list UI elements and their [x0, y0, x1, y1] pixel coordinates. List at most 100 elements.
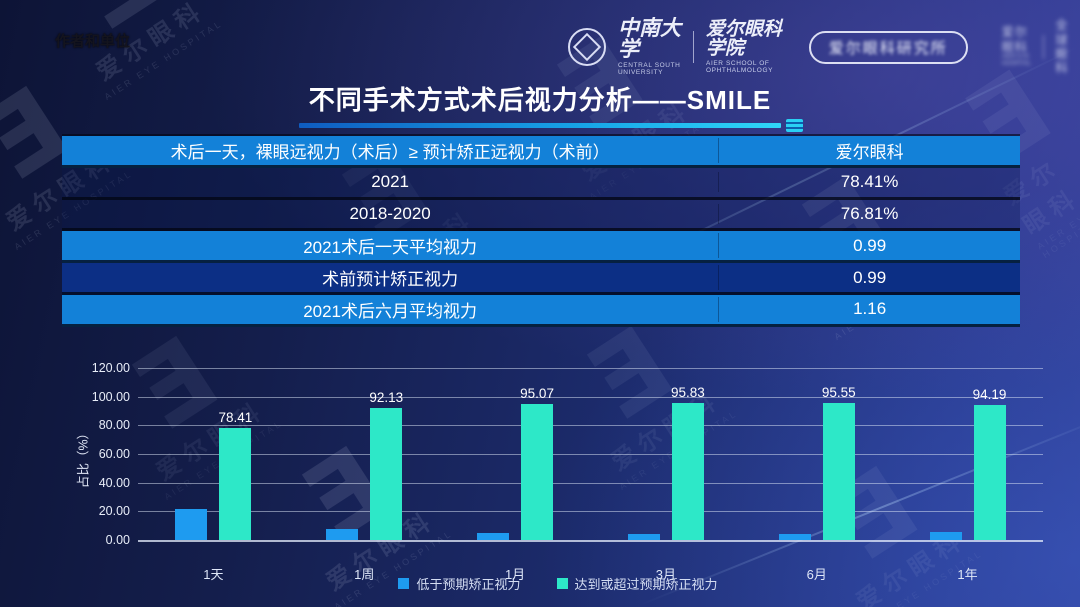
bar-wrapper: 95.83 — [671, 385, 705, 540]
bar-group: 95.83 3月 — [590, 368, 741, 582]
csu-name-en: CENTRAL SOUTH UNIVERSITY — [618, 62, 681, 76]
bar-group: 78.41 1天 — [138, 368, 289, 582]
gridline — [138, 368, 1043, 369]
table-header-org: 爱尔眼科 — [835, 142, 904, 162]
list-icon — [786, 119, 803, 132]
legend-item: 低于预期矫正视力 — [398, 574, 521, 593]
chart-plot-area: 78.41 1天 92.13 1周 95.07 1月 95.83 3月 95.55 6月 94.19… — [138, 368, 1043, 582]
csu-name-cn: 中南大学 — [618, 16, 681, 61]
table-row: 2018-2020 76.81% — [62, 199, 1020, 232]
table-cell-label: 2018-2020 — [62, 203, 720, 224]
gridline — [138, 540, 1043, 542]
bar-met-expected — [671, 402, 704, 540]
y-tick-label: 0.00 — [105, 533, 130, 547]
table-row: 2021术后一天平均视力 0.99 — [62, 231, 1020, 264]
bar-groups: 78.41 1天 92.13 1周 95.07 1月 95.83 3月 95.55 6月 94.19… — [138, 368, 1043, 582]
gridline — [138, 454, 1043, 455]
bar-below-expected — [627, 534, 660, 540]
csu-logo: 中南大学 CENTRAL SOUTH UNIVERSITY — [618, 18, 681, 76]
bar-wrapper — [175, 509, 208, 540]
bar-below-expected — [326, 528, 359, 540]
bar-value-label: 95.83 — [670, 384, 705, 400]
table-body: 2021 78.41% 2018-2020 76.81% 2021术后一天平均视力 0.9… — [62, 167, 1020, 327]
title-underline — [299, 119, 803, 132]
table-row: 2021 78.41% — [62, 167, 1020, 200]
global-eye-logo-cn: 全球眼科 — [1055, 18, 1069, 76]
watermark-text-en: AIER EYE HOSPITAL — [1035, 207, 1080, 261]
table-cell-value: 78.41% — [840, 172, 899, 192]
y-tick-label: 120.00 — [91, 361, 130, 375]
bar-wrapper: 95.55 — [822, 385, 856, 540]
bar-wrapper — [778, 533, 811, 540]
author-note: 作者和单位 — [55, 33, 131, 50]
bar-value-label: 94.19 — [972, 387, 1007, 402]
bar-below-expected — [929, 531, 962, 540]
y-tick-label: 80.00 — [98, 418, 130, 433]
bar-met-expected — [822, 403, 855, 540]
gridline — [138, 482, 1043, 484]
table-cell-value: 76.81% — [840, 203, 899, 223]
bar-chart: 占比（%） 120.00 100.00 80.00 60.00 40.00 20.00 0.… — [58, 352, 1058, 602]
x-tick-label: 3月 — [655, 567, 677, 582]
bar-value-label: 78.41 — [218, 409, 253, 425]
page-title: 不同手术方式术后视力分析——SMILE — [308, 85, 772, 115]
bar-group: 94.19 1年 — [892, 368, 1043, 582]
school-name-en: AIER SCHOOL OF OPHTHALMOLOGY — [706, 60, 774, 74]
legend-item: 达到或超过预期矫正视力 — [556, 574, 718, 593]
header-logo-cluster: 中南大学 CENTRAL SOUTH UNIVERSITY 爱尔眼科学院 AIE… — [568, 18, 1080, 76]
table-cell-label: 2021术后一天平均视力 — [62, 233, 720, 259]
bar-below-expected — [175, 509, 208, 540]
bar-wrapper: 92.13 — [369, 390, 403, 540]
bar-wrapper: 94.19 — [973, 387, 1006, 540]
gridline — [138, 511, 1043, 513]
legend-label: 达到或超过预期矫正视力 — [574, 577, 718, 592]
bar-below-expected — [477, 532, 510, 540]
bar-wrapper — [326, 528, 359, 540]
y-tick-label: 100.00 — [91, 389, 130, 404]
bar-wrapper — [929, 531, 962, 540]
y-tick-label: 20.00 — [98, 504, 130, 519]
legend-swatch — [398, 578, 410, 589]
bar-wrapper — [477, 532, 510, 540]
bar-met-expected — [521, 403, 554, 540]
table-cell-label: 2021 — [62, 172, 720, 193]
table-header-row: 术后一天，裸眼远视力（术后）≥ 预计矫正远视力（术前） 爱尔眼科 — [62, 136, 1020, 168]
school-logo: 爱尔眼科学院 AIER SCHOOL OF OPHTHALMOLOGY — [706, 20, 783, 74]
logo-divider — [693, 31, 695, 63]
y-tick-label: 60.00 — [98, 447, 130, 461]
bar-value-label: 95.55 — [821, 385, 856, 401]
bar-wrapper — [627, 534, 660, 540]
aier-logo-cn: 爱尔眼科 — [1001, 25, 1028, 54]
blurred-brand-logos: 爱尔眼科 AIER EYE HOSPITAL 全球眼科 — [1002, 18, 1080, 76]
csu-emblem-icon — [568, 28, 606, 66]
bar-group: 92.13 1周 — [289, 368, 440, 582]
y-tick-label: 40.00 — [98, 475, 130, 490]
table-cell-label: 2021术后六月平均视力 — [62, 296, 720, 322]
aier-logo-en: AIER EYE HOSPITAL — [1001, 54, 1031, 68]
bar-wrapper: 78.41 — [219, 410, 252, 540]
global-eye-logo: 全球眼科 — [1055, 18, 1080, 76]
table-cell-value: 1.16 — [853, 299, 887, 319]
bar-below-expected — [778, 533, 811, 540]
bar-wrapper: 95.07 — [520, 386, 554, 540]
bar-met-expected — [370, 407, 403, 540]
table-cell-value: 0.99 — [853, 267, 887, 287]
results-table: 术后一天，裸眼远视力（术后）≥ 预计矫正远视力（术前） 爱尔眼科 2021 78.… — [62, 134, 1020, 327]
legend-label: 低于预期矫正视力 — [416, 577, 521, 592]
bar-met-expected — [219, 427, 252, 540]
bar-value-label: 92.13 — [369, 389, 404, 405]
table-cell-value: 0.99 — [853, 235, 887, 255]
gridline — [138, 425, 1043, 427]
bar-met-expected — [973, 405, 1006, 540]
bar-group: 95.55 6月 — [741, 368, 892, 582]
table-row: 术前预计矫正视力 0.99 — [62, 263, 1020, 295]
bar-group: 95.07 1月 — [440, 368, 591, 582]
chart-legend: 低于预期矫正视力 达到或超过预期矫正视力 — [58, 574, 1058, 593]
institute-badge: 爱尔眼科研究所 — [808, 30, 968, 64]
title-block: 不同手术方式术后视力分析——SMILE — [0, 80, 1080, 132]
table-row: 2021术后六月平均视力 1.16 — [62, 294, 1020, 327]
legend-swatch — [556, 578, 568, 589]
institute-badge-label: 爱尔眼科研究所 — [828, 39, 948, 57]
x-tick-label: 1月 — [504, 567, 526, 582]
